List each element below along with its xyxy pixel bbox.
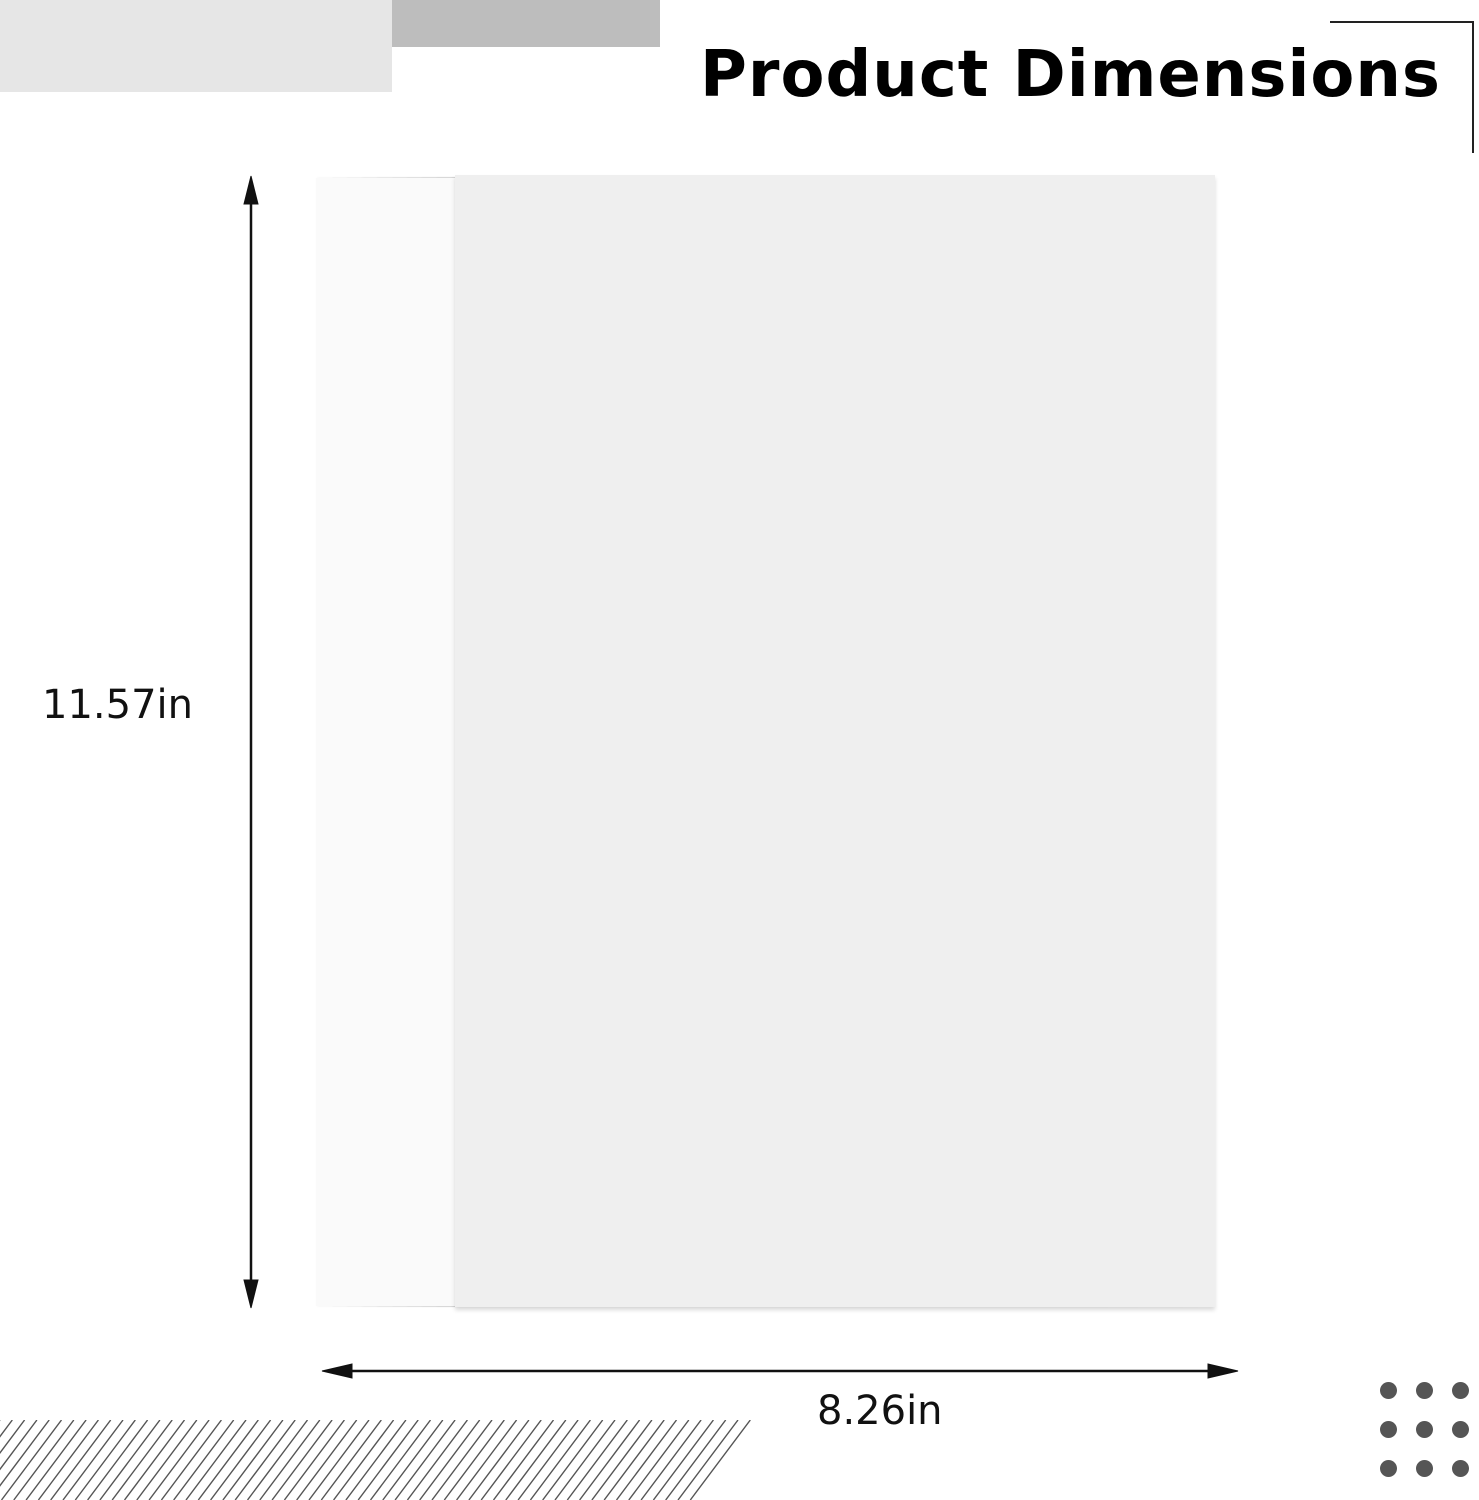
hatch-line bbox=[0, 1420, 26, 1454]
decor-dot bbox=[1452, 1460, 1469, 1477]
hatch-line bbox=[185, 1420, 247, 1500]
decor-dot bbox=[1380, 1421, 1397, 1438]
hatch-line bbox=[480, 1420, 542, 1500]
height-arrow bbox=[243, 175, 259, 1309]
hatch-line bbox=[37, 1420, 99, 1500]
hatch-line bbox=[210, 1420, 272, 1500]
hatch-line bbox=[259, 1420, 321, 1500]
hatch-line bbox=[222, 1420, 284, 1500]
height-label: 11.57in bbox=[42, 682, 193, 728]
hatch-line bbox=[443, 1420, 505, 1500]
hatch-line bbox=[382, 1420, 444, 1500]
decor-dot bbox=[1380, 1460, 1397, 1477]
hatch-line bbox=[234, 1420, 296, 1500]
hatch-line bbox=[136, 1420, 198, 1500]
hatch-line bbox=[579, 1420, 641, 1500]
hatch-line bbox=[529, 1420, 591, 1500]
decor-hatch-pattern bbox=[0, 1420, 751, 1500]
hatch-line bbox=[665, 1420, 727, 1500]
hatch-line bbox=[333, 1420, 395, 1500]
decor-block-light bbox=[0, 0, 392, 92]
hatch-line bbox=[566, 1420, 628, 1500]
hatch-line bbox=[62, 1420, 124, 1500]
width-label: 8.26in bbox=[817, 1388, 943, 1434]
hatch-line bbox=[492, 1420, 555, 1500]
hatch-line bbox=[25, 1420, 87, 1500]
hatch-line bbox=[173, 1420, 235, 1500]
hatch-line bbox=[308, 1420, 370, 1500]
hatch-line bbox=[542, 1420, 604, 1500]
hatch-line bbox=[296, 1420, 358, 1500]
hatch-line bbox=[419, 1420, 481, 1500]
hatch-line bbox=[468, 1420, 530, 1500]
hatch-line bbox=[406, 1420, 468, 1500]
hatch-line bbox=[246, 1420, 309, 1500]
hatch-line bbox=[74, 1420, 136, 1500]
hatch-line bbox=[677, 1420, 739, 1500]
page-title: Product Dimensions bbox=[700, 38, 1441, 112]
hatch-line bbox=[554, 1420, 616, 1500]
hatch-line bbox=[13, 1420, 75, 1500]
hatch-line bbox=[603, 1420, 665, 1500]
hatch-line bbox=[283, 1420, 345, 1500]
hatch-line bbox=[0, 1420, 63, 1500]
hatch-line bbox=[456, 1420, 518, 1500]
hatch-line bbox=[111, 1420, 173, 1500]
decor-dot bbox=[1416, 1460, 1433, 1477]
hatch-line bbox=[369, 1420, 432, 1500]
hatch-line bbox=[320, 1420, 382, 1500]
hatch-line bbox=[123, 1420, 186, 1500]
decor-dot bbox=[1416, 1382, 1433, 1399]
hatch-line bbox=[345, 1420, 407, 1500]
decor-corner-frame bbox=[1330, 21, 1474, 153]
hatch-line bbox=[87, 1420, 149, 1500]
hatch-line bbox=[689, 1420, 751, 1500]
hatch-line bbox=[517, 1420, 579, 1500]
decor-dot bbox=[1380, 1382, 1397, 1399]
hatch-line bbox=[505, 1420, 567, 1500]
front-sheet bbox=[455, 175, 1215, 1307]
hatch-line bbox=[628, 1420, 690, 1500]
hatch-line bbox=[652, 1420, 714, 1500]
hatch-line bbox=[0, 1420, 38, 1471]
decor-dot bbox=[1416, 1421, 1433, 1438]
hatch-line bbox=[394, 1420, 456, 1500]
hatch-line bbox=[640, 1420, 702, 1500]
hatch-line bbox=[0, 1420, 50, 1487]
hatch-line bbox=[197, 1420, 259, 1500]
decor-block-dark bbox=[392, 0, 660, 47]
hatch-line bbox=[50, 1420, 112, 1500]
decor-dot bbox=[1452, 1382, 1469, 1399]
hatch-line bbox=[357, 1420, 419, 1500]
hatch-line bbox=[148, 1420, 210, 1500]
hatch-line bbox=[591, 1420, 653, 1500]
hatch-line bbox=[99, 1420, 161, 1500]
hatch-line bbox=[160, 1420, 222, 1500]
decor-dot bbox=[1452, 1421, 1469, 1438]
hatch-line bbox=[271, 1420, 333, 1500]
hatch-line bbox=[0, 1420, 13, 1438]
width-arrow bbox=[321, 1363, 1239, 1379]
hatch-line bbox=[431, 1420, 493, 1500]
hatch-line bbox=[615, 1420, 678, 1500]
